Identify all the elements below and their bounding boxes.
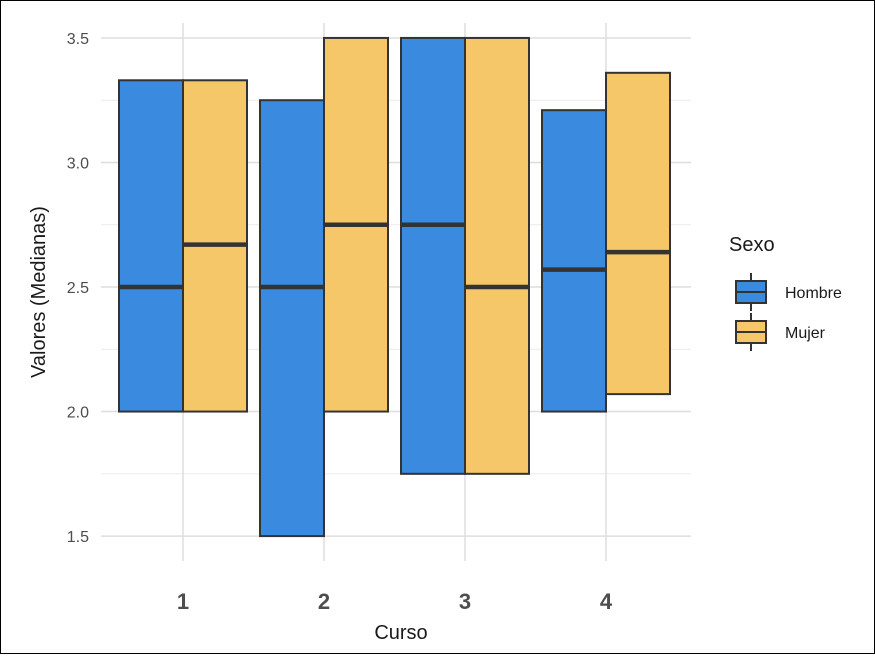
y-tick-label: 3.5 [67, 31, 89, 48]
box-mujer-3 [464, 36, 530, 475]
box-hombre-3 [400, 36, 466, 475]
box-hombre-2 [259, 99, 325, 538]
x-tick-label: 2 [318, 589, 330, 614]
boxes-layer [118, 36, 671, 538]
x-tick-label: 3 [459, 589, 471, 614]
box-hombre-1 [118, 79, 184, 413]
y-tick-label: 2.5 [67, 280, 89, 297]
legend: Sexo Hombre Mujer [729, 234, 842, 351]
y-tick-label: 2.0 [67, 405, 89, 422]
legend-label: Mujer [785, 325, 826, 342]
x-axis-ticks: 1 2 3 4 [177, 589, 613, 614]
x-axis-title: Curso [374, 622, 427, 644]
legend-title: Sexo [729, 234, 775, 256]
y-axis-ticks: 1.5 2.0 2.5 3.0 3.5 [67, 31, 89, 546]
box-hombre-4 [541, 109, 607, 413]
x-tick-label: 1 [177, 589, 189, 614]
y-tick-label: 3.0 [67, 155, 89, 172]
legend-item-mujer: Mujer [735, 313, 826, 351]
legend-item-hombre: Hombre [735, 273, 842, 311]
y-tick-label: 1.5 [67, 529, 89, 546]
x-tick-label: 4 [600, 589, 613, 614]
y-axis-title: Valores (Medianas) [28, 206, 50, 378]
legend-label: Hombre [785, 285, 842, 302]
box-mujer-4 [605, 71, 671, 396]
